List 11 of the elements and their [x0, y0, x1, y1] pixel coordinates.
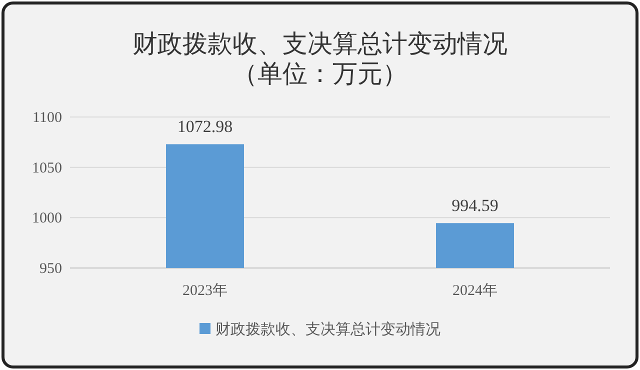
y-tick-label: 950: [40, 261, 62, 277]
x-tick-label: 2023年: [182, 282, 228, 299]
data-label: 994.59: [452, 196, 498, 216]
y-tick-label: 1100: [32, 110, 62, 126]
y-tick-label: 1000: [32, 210, 62, 227]
x-tick-label: 2024年: [452, 282, 498, 299]
chart-subtitle: （单位：万元）: [232, 61, 408, 88]
chart-title: 财政拨款收、支决算总计变动情况: [132, 30, 508, 58]
y-tick-label: 1050: [32, 160, 62, 176]
data-label: 1072.98: [177, 117, 233, 136]
legend-label: 财政拨款收、支决算总计变动情况: [216, 321, 440, 338]
